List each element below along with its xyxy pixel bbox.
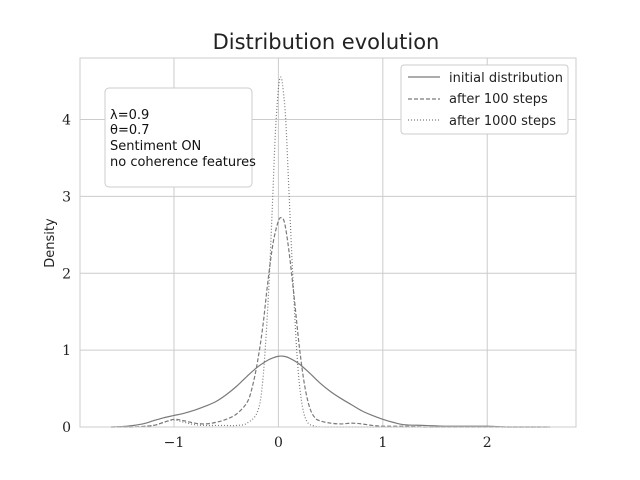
chart-title: Distribution evolution (213, 30, 440, 54)
parameter-annotation: λ=0.9 θ=0.7 Sentiment ON no coherence fe… (104, 87, 256, 188)
annotation-lambda: λ=0.9 (110, 108, 149, 123)
legend-box (400, 64, 569, 135)
legend: initial distribution after 100 steps aft… (400, 64, 569, 135)
legend-label-100: after 100 steps (449, 92, 548, 107)
y-tick-label: 4 (62, 113, 71, 129)
y-tick-label: 2 (62, 266, 71, 282)
x-tick-label: −1 (164, 435, 185, 451)
tick-layer: −1 0 1 2 0 1 2 3 4 (62, 113, 492, 452)
series-line-1 (111, 217, 550, 428)
annotation-coherence: no coherence features (110, 155, 256, 170)
annotation-sentiment: Sentiment ON (110, 139, 201, 154)
legend-label-initial: initial distribution (449, 71, 563, 86)
annotation-box (104, 87, 253, 188)
y-tick-label: 0 (62, 420, 71, 436)
x-tick-label: 2 (483, 435, 492, 451)
y-tick-label: 1 (62, 343, 71, 359)
legend-label-1000: after 1000 steps (449, 114, 556, 129)
y-tick-label: 3 (62, 189, 71, 205)
plot-frame (79, 57, 577, 428)
x-tick-label: 1 (378, 435, 387, 451)
y-axis-label: Density (43, 218, 58, 268)
series-line-0 (111, 355, 550, 428)
x-tick-label: 0 (274, 435, 283, 451)
annotation-theta: θ=0.7 (110, 123, 150, 138)
